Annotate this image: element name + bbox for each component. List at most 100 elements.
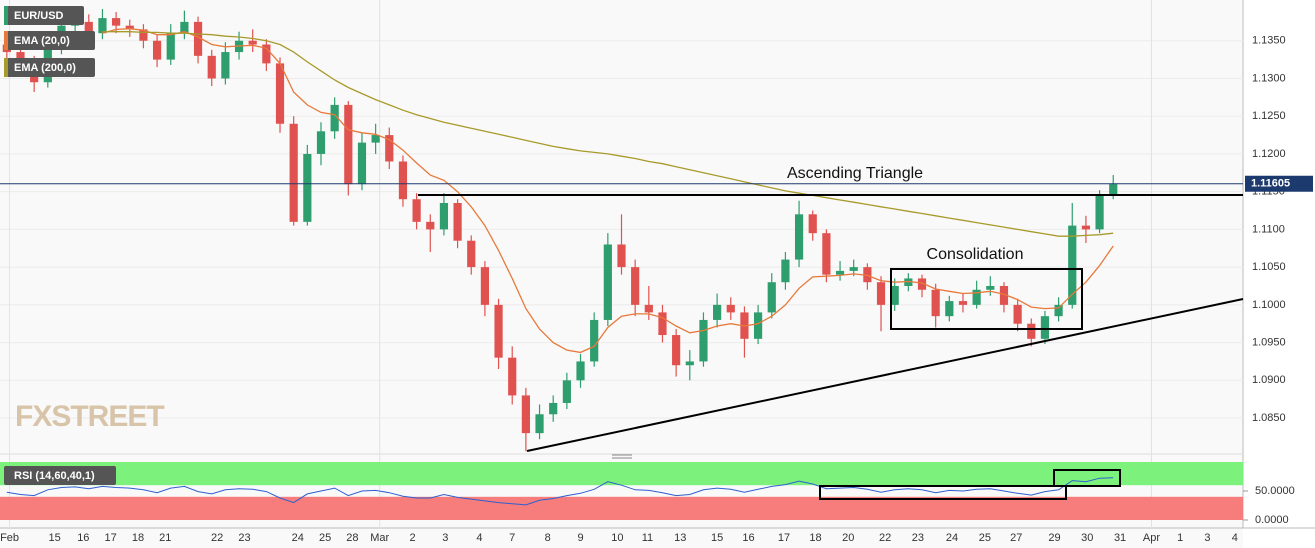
rsi-tick-label: 0.0000	[1255, 514, 1289, 526]
x-tick-label: 3	[1204, 532, 1210, 544]
rsi-line	[6, 477, 1114, 506]
candle-body	[207, 55, 216, 79]
x-tick-label: 25	[319, 532, 331, 544]
x-tick-label: 17	[105, 532, 117, 544]
candle-body	[699, 319, 708, 362]
x-tick-label: 16	[742, 532, 754, 544]
candle-body	[1109, 184, 1118, 196]
x-tick-label: 17	[778, 532, 790, 544]
watermark: FXSTREET	[15, 400, 164, 433]
candle-body	[262, 44, 271, 64]
x-tick-label: 24	[292, 532, 304, 544]
candle-body	[1027, 323, 1036, 339]
candle-body	[275, 63, 285, 124]
candle-body	[494, 304, 503, 358]
candle-body	[344, 104, 353, 185]
candle-body	[986, 285, 995, 290]
candle-body	[931, 289, 940, 317]
candle-body	[781, 259, 790, 283]
legend-label: EMA (200,0)	[14, 62, 76, 74]
trend-line	[526, 298, 1244, 452]
rsi-lower-band	[0, 496, 1243, 520]
candle-body	[835, 270, 845, 275]
plot	[0, 9, 1243, 520]
candle-body	[658, 312, 667, 336]
candle-body	[822, 233, 831, 275]
legend-box	[4, 6, 84, 25]
x-tick-label: 18	[809, 532, 821, 544]
candle-body	[549, 402, 558, 415]
candle-body	[726, 304, 735, 313]
annotation-label: Ascending Triangle	[787, 165, 923, 182]
y-tick-label: 1.1350	[1252, 35, 1286, 47]
y-tick-label: 1.1100	[1252, 223, 1285, 235]
x-tick-label: 18	[132, 532, 144, 544]
candle-body	[753, 312, 763, 339]
candle-body	[1040, 316, 1050, 339]
x-tick-label: 24	[946, 532, 958, 544]
x-tick-label: 2	[409, 532, 415, 544]
legend-swatch	[4, 31, 8, 50]
x-tick-label: 4	[476, 532, 482, 544]
candle-body	[221, 52, 230, 79]
candle-body	[617, 244, 626, 268]
x-tick-label: 11	[642, 532, 653, 544]
candle-body	[439, 202, 449, 230]
legend-box	[4, 31, 95, 50]
candle-body	[958, 301, 968, 305]
last-price-label: 1.11605	[1251, 178, 1290, 190]
rsi-box	[1053, 469, 1121, 487]
annotations: Ascending Triangle Consolidation	[418, 165, 1244, 500]
candle-body	[125, 25, 134, 30]
candle-body	[945, 301, 954, 317]
x-tick-label: 27	[1010, 532, 1022, 544]
legend-label: EUR/USD	[14, 10, 64, 22]
x-tick-label: 15	[711, 532, 723, 544]
x-tick-label: 21	[159, 532, 171, 544]
x-tick-label: 28	[346, 532, 358, 544]
candle-body	[685, 361, 694, 366]
candle-body	[467, 240, 476, 268]
y-tick-label: 1.1250	[1252, 110, 1286, 122]
candle-body	[480, 267, 490, 305]
candle-body	[521, 395, 530, 434]
x-tick-label: 31	[1114, 532, 1126, 544]
ema-line	[102, 28, 1114, 354]
x-tick-label: 4	[1232, 532, 1238, 544]
annotation-label: Consolidation	[927, 246, 1024, 263]
candle-body	[289, 123, 298, 222]
x-tick-label: 8	[545, 532, 551, 544]
x-tick-label: 22	[211, 532, 223, 544]
candle-body	[631, 267, 640, 305]
x-tick-label: 9	[577, 532, 583, 544]
candle-body	[917, 278, 927, 290]
candle-body	[999, 285, 1009, 305]
rsi-upper-band	[0, 462, 1243, 486]
rsi-tick-label: 50.0000	[1255, 485, 1295, 497]
y-tick-label: 1.1050	[1252, 261, 1286, 273]
legend-swatch	[4, 6, 8, 25]
candle-body	[453, 202, 462, 241]
legend: EUR/USD EMA (20,0) EMA (200,0) RSI (14,60,4…	[4, 6, 116, 485]
y-tick-label: 1.1300	[1252, 72, 1286, 84]
candle-body	[1081, 225, 1091, 230]
x-tick-label: 10	[611, 532, 623, 544]
candle-body	[644, 304, 653, 313]
candle-body	[357, 142, 367, 185]
candle-body	[863, 267, 872, 283]
consolidation-box	[890, 268, 1083, 330]
candle-body	[672, 335, 681, 366]
x-tick-label: 25	[979, 532, 991, 544]
candle-body	[713, 304, 722, 320]
candle-body	[248, 40, 257, 45]
rsi-box	[819, 485, 1067, 500]
x-tick-label: 3	[442, 532, 448, 544]
candle-body	[398, 161, 408, 200]
candle-body	[16, 52, 25, 64]
candle-body	[98, 18, 107, 34]
candle-body	[152, 40, 162, 60]
candle-body	[180, 21, 189, 34]
x-tick-label: Mar	[370, 532, 389, 544]
candle-body	[767, 282, 776, 313]
